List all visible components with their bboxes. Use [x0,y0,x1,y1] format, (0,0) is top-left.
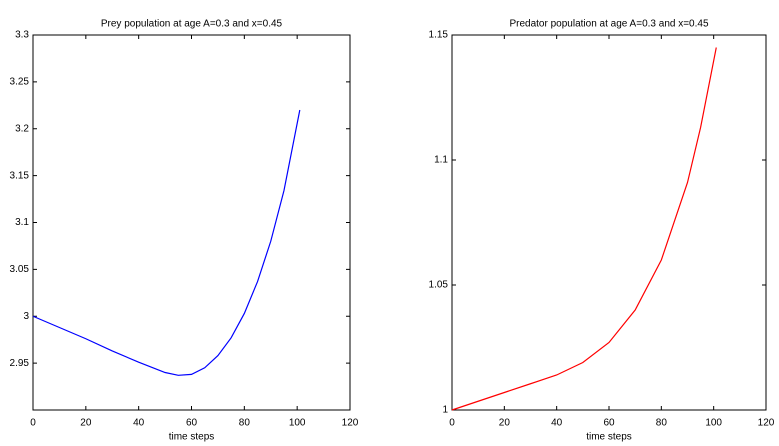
chart-title: Predator population at age A=0.3 and x=0… [509,19,708,30]
y-tick-label: 2.95 [10,358,30,369]
plot-frame [451,34,767,411]
plot-frame [32,34,351,411]
x-tick-label: 120 [758,418,775,429]
y-tick-label: 3.2 [15,123,29,134]
y-tick-label: 1.1 [434,155,448,166]
y-tick-label: 1 [442,405,448,416]
y-tick-label: 1.05 [429,280,449,291]
y-tick-label: 3.1 [15,217,29,228]
y-tick-label: 1.15 [429,30,449,41]
x-tick-label: 40 [551,418,563,429]
y-tick-label: 3 [23,311,29,322]
y-tick-label: 3.3 [15,30,29,41]
y-tick-label: 3.15 [10,170,30,181]
x-axis-label: time steps [586,432,632,443]
chart-title: Prey population at age A=0.3 and x=0.45 [101,19,283,30]
x-tick-label: 40 [133,418,145,429]
data-line [451,47,717,411]
x-axis-label: time steps [169,432,215,443]
x-tick-label: 0 [30,418,36,429]
x-tick-label: 120 [342,418,359,429]
x-tick-label: 0 [449,418,455,429]
x-tick-label: 20 [499,418,511,429]
x-tick-label: 80 [656,418,668,429]
x-tick-label: 100 [705,418,722,429]
x-tick-label: 60 [603,418,615,429]
data-line [32,109,301,376]
x-tick-label: 60 [186,418,198,429]
y-tick-label: 3.05 [10,264,30,275]
x-tick-label: 80 [239,418,251,429]
y-tick-label: 3.25 [10,77,30,88]
x-tick-label: 100 [289,418,306,429]
x-tick-label: 20 [80,418,92,429]
